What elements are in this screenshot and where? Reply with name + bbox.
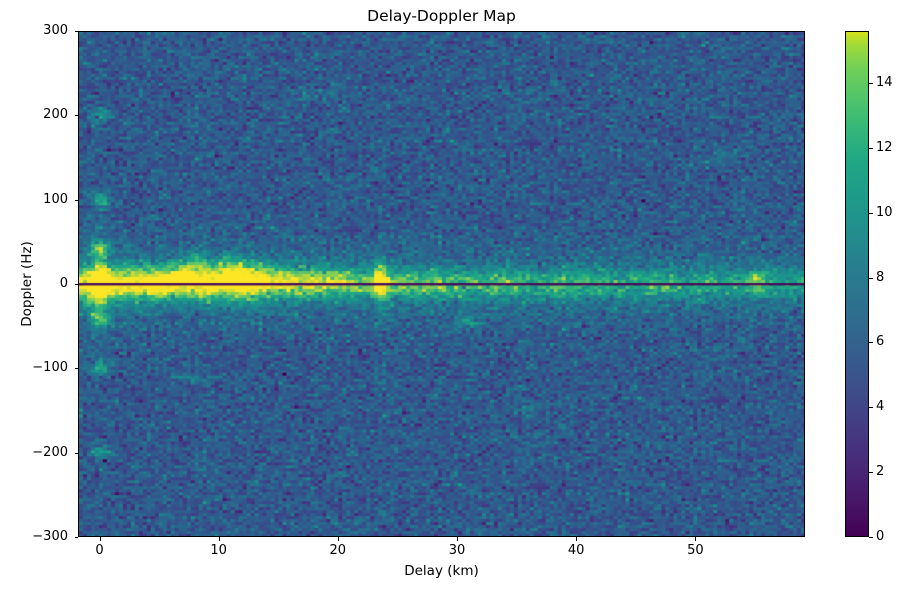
- y-tick-mark: [74, 537, 78, 538]
- colorbar-tick-label: 6: [876, 334, 885, 350]
- x-tick-mark: [695, 537, 697, 541]
- y-tick-mark: [74, 452, 78, 454]
- colorbar-tick-label: 2: [876, 464, 885, 480]
- colorbar-tick-label: 0: [876, 529, 885, 544]
- colorbar-tick-label: 14: [876, 74, 893, 90]
- y-tick-mark: [74, 31, 78, 32]
- y-tick-label: −200: [32, 444, 68, 460]
- x-tick-label: 10: [210, 543, 227, 558]
- colorbar-tick-label: 10: [876, 204, 893, 220]
- y-tick-mark: [74, 199, 78, 201]
- heatmap-image: [79, 32, 804, 536]
- x-tick-label: 0: [95, 543, 104, 558]
- colorbar-tick-mark: [869, 342, 873, 344]
- x-axis-label: Delay (km): [404, 563, 479, 579]
- colorbar-tick-mark: [869, 407, 873, 409]
- colorbar-tick-label: 12: [876, 139, 893, 155]
- y-tick-mark: [74, 284, 78, 285]
- colorbar-tick-label: 4: [876, 399, 885, 415]
- y-tick-label: 300: [43, 23, 68, 38]
- x-tick-label: 30: [448, 543, 466, 558]
- y-axis-label: Doppler (Hz): [19, 241, 35, 327]
- x-tick-mark: [99, 537, 101, 541]
- y-tick-label: 200: [43, 107, 68, 123]
- x-tick-label: 20: [329, 543, 347, 558]
- page-title: Delay-Doppler Map: [367, 7, 516, 25]
- x-tick-mark: [218, 537, 220, 541]
- colorbar[interactable]: [845, 31, 869, 537]
- delay-doppler-heatmap-axes[interactable]: [78, 31, 805, 537]
- colorbar-tick-mark: [869, 147, 873, 149]
- y-tick-label: −100: [32, 360, 68, 376]
- x-tick-label: 50: [687, 543, 704, 558]
- colorbar-tick-mark: [869, 212, 873, 214]
- y-tick-label: −300: [32, 529, 68, 544]
- x-tick-mark: [457, 537, 458, 541]
- colorbar-tick-label: 8: [876, 269, 885, 285]
- x-tick-label: 40: [567, 543, 585, 558]
- x-tick-mark: [337, 537, 339, 541]
- colorbar-tick-mark: [869, 277, 873, 279]
- y-tick-label: 100: [43, 191, 68, 207]
- x-tick-mark: [576, 537, 578, 541]
- colorbar-tick-mark: [869, 537, 873, 538]
- y-tick-mark: [74, 115, 78, 117]
- colorbar-tick-mark: [869, 472, 873, 474]
- y-tick-label: 0: [59, 276, 68, 291]
- colorbar-tick-mark: [869, 82, 873, 84]
- y-tick-mark: [74, 368, 78, 370]
